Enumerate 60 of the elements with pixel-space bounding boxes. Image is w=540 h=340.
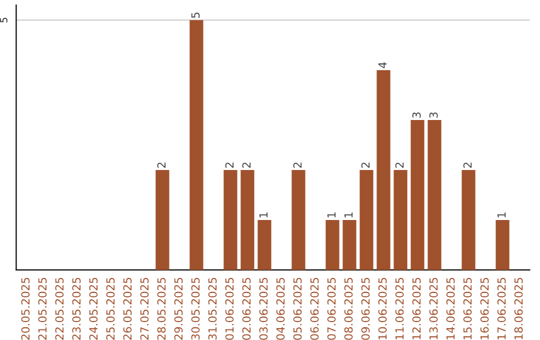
x-tick-label: 14.06.2025: [446, 278, 455, 340]
x-tick-label: 22.05.2025: [55, 278, 64, 340]
x-tick-label: 11.06.2025: [395, 278, 404, 340]
x-tick-label: 27.05.2025: [140, 278, 149, 340]
x-tick-label: 15.06.2025: [463, 278, 472, 340]
x-tick-label: 06.06.2025: [310, 278, 319, 340]
data-label: 2: [242, 162, 251, 168]
x-tick-label: 01.06.2025: [225, 278, 234, 340]
x-tick-label: 12.06.2025: [412, 278, 421, 340]
data-label: 2: [157, 162, 166, 168]
bar: [224, 170, 238, 270]
bar: [240, 170, 254, 270]
bar: [360, 170, 374, 270]
x-tick-label: 25.05.2025: [106, 278, 115, 340]
bar: [376, 70, 390, 270]
data-label: 1: [259, 212, 268, 218]
x-tick-label: 07.06.2025: [327, 278, 336, 340]
data-label: 2: [361, 162, 370, 168]
x-tick-label: 31.05.2025: [208, 278, 217, 340]
x-tick-label: 10.06.2025: [378, 278, 387, 340]
x-tick-label: 24.05.2025: [89, 278, 98, 340]
x-tick-label: 29.05.2025: [174, 278, 183, 340]
bar: [342, 220, 356, 270]
bar: [258, 220, 272, 270]
bar: [410, 120, 424, 270]
data-label: 2: [225, 162, 234, 168]
x-tick-label: 13.06.2025: [429, 278, 438, 340]
x-tick-label: 21.05.2025: [38, 278, 47, 340]
bar: [428, 120, 442, 270]
data-label: 2: [463, 162, 472, 168]
data-label: 4: [378, 62, 387, 68]
x-tick-label: 09.06.2025: [361, 278, 370, 340]
x-tick-label: 16.06.2025: [480, 278, 489, 340]
data-label: 2: [395, 162, 404, 168]
bar: [496, 220, 510, 270]
x-tick-label: 30.05.2025: [191, 278, 200, 340]
bar: [394, 170, 408, 270]
data-label: 3: [412, 112, 421, 118]
x-tick-label: 28.05.2025: [157, 278, 166, 340]
x-tick-label: 17.06.2025: [497, 278, 506, 340]
data-label: 1: [327, 212, 336, 218]
x-tick-label: 23.05.2025: [72, 278, 81, 340]
data-label: 3: [429, 112, 438, 118]
x-tick-label: 02.06.2025: [242, 278, 251, 340]
x-tick-label: 18.06.2025: [514, 278, 523, 340]
bar: [190, 20, 204, 270]
data-label: 2: [293, 162, 302, 168]
x-tick-label: 05.06.2025: [293, 278, 302, 340]
x-tick-label: 03.06.2025: [259, 278, 268, 340]
bar: [326, 220, 340, 270]
data-label: 5: [191, 12, 200, 18]
x-tick-label: 08.06.2025: [344, 278, 353, 340]
x-tick-label: 20.05.2025: [21, 278, 30, 340]
bar: [156, 170, 170, 270]
bar: [292, 170, 306, 270]
data-label: 1: [498, 212, 506, 218]
x-tick-label: 04.06.2025: [276, 278, 285, 340]
x-tick-label: 26.05.2025: [123, 278, 132, 340]
bar: [462, 170, 476, 270]
data-label: 1: [344, 212, 353, 218]
